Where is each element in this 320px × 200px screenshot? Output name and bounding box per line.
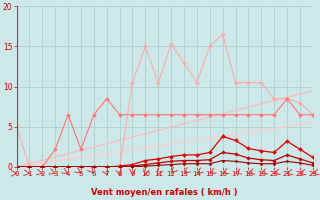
X-axis label: Vent moyen/en rafales ( km/h ): Vent moyen/en rafales ( km/h ) xyxy=(92,188,238,197)
